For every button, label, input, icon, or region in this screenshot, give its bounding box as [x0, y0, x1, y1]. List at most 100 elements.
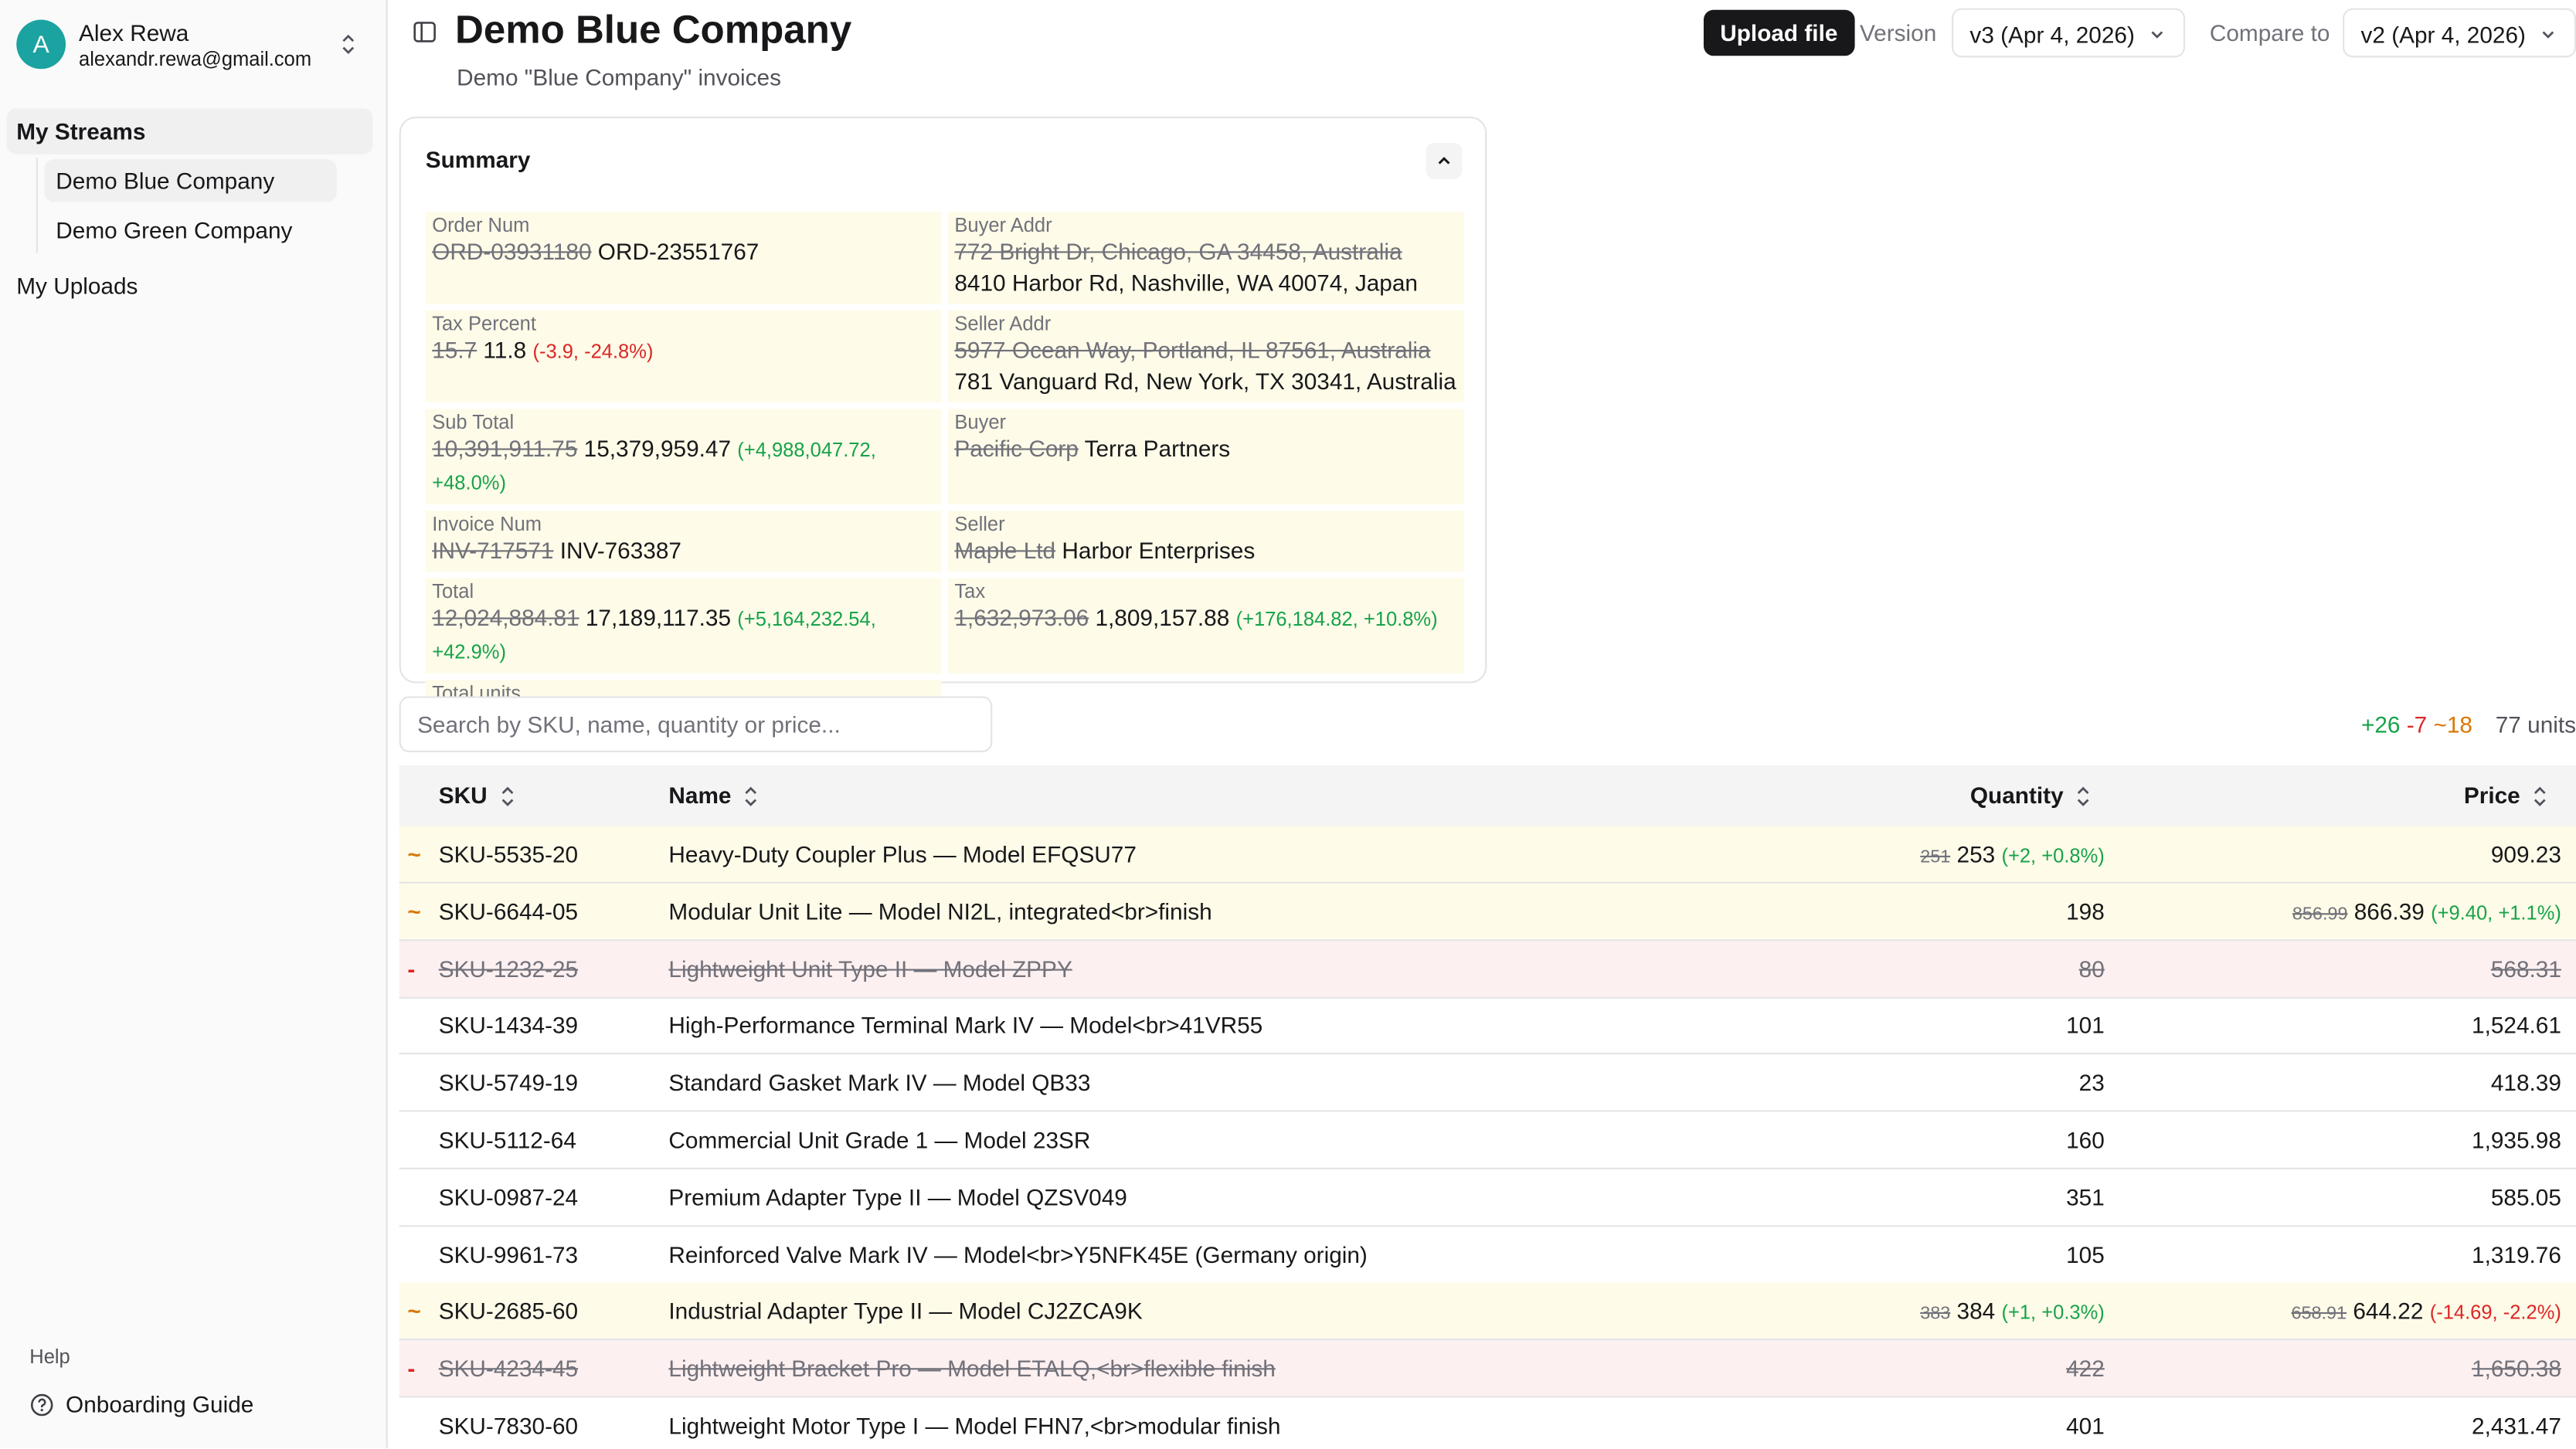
sku-cell: SKU-5749-19: [438, 1069, 579, 1096]
old-value: 383: [1920, 1305, 1951, 1325]
avatar: A: [16, 19, 66, 70]
onboarding-link[interactable]: Onboarding Guide: [66, 1390, 254, 1417]
old-value: 12,024,884.81: [432, 604, 579, 631]
column-header[interactable]: Quantity: [1970, 765, 2093, 826]
chevron: [2147, 25, 2167, 45]
delta: (+4,988,047.72, +48.0%): [432, 438, 876, 495]
sort-icon: [741, 784, 761, 807]
old-value: 658.91: [2291, 1305, 2347, 1325]
new-value: INV-763387: [559, 537, 681, 564]
value: 909.23: [2490, 840, 2561, 867]
name-cell: Commercial Unit Grade 1 — Model 23SR: [668, 1126, 1091, 1153]
summary-field: Total 12,024,884.81 17,189,117.35 (+5,164…: [425, 578, 942, 674]
price-cell: 585.05: [2491, 1169, 2561, 1224]
old-value: 1,632,973.06: [954, 604, 1089, 631]
summary-card: Summary Order Num ORD-03931180 ORD-2355176…: [399, 116, 1487, 743]
value: 101: [2066, 1012, 2105, 1039]
quantity-cell: 80: [2079, 941, 2105, 996]
compare-select[interactable]: v2 (Apr 4, 2026): [2343, 8, 2576, 58]
name-cell: Premium Adapter Type II — Model QZSV049: [668, 1183, 1127, 1210]
search-input[interactable]: [399, 696, 993, 752]
new-value: 644.22: [2353, 1298, 2424, 1325]
table-row: ~ SKU-2685-60 Industrial Adapter Type II —…: [399, 1283, 2576, 1341]
old-value: 772 Bright Dr, Chicago, GA 34458, Austra…: [954, 238, 1402, 265]
new-value: 15,379,959.47: [583, 435, 732, 462]
value: 23: [2078, 1069, 2105, 1096]
column-title: SKU: [438, 782, 488, 809]
status-marker: ~: [407, 898, 421, 925]
value: 1,935.98: [2472, 1126, 2561, 1153]
name-cell: Standard Gasket Mark IV — Model QB33: [668, 1069, 1091, 1096]
streams-heading[interactable]: My Streams: [16, 118, 146, 145]
old-value: 15.7: [432, 336, 477, 363]
changed-count: ~18: [2433, 711, 2472, 738]
help-heading: Help: [29, 1345, 70, 1369]
quantity-cell: 351: [2066, 1169, 2105, 1224]
summary-grid: Order Num ORD-03931180 ORD-23551767 Buyer …: [425, 212, 1464, 743]
field-label: Seller Addr: [954, 311, 1052, 335]
price-cell: 856.99 866.39 (+9.40, +1.1%): [2292, 884, 2561, 943]
summary-field: Buyer Addr 772 Bright Dr, Chicago, GA 344…: [947, 212, 1464, 304]
name-cell: High-Performance Terminal Mark IV — Mode…: [668, 1012, 1263, 1039]
stream-item[interactable]: Demo Green Company: [56, 216, 293, 243]
column-header[interactable]: SKU: [439, 765, 517, 826]
status-marker: ~: [407, 840, 421, 867]
column-title: Price: [2463, 782, 2520, 809]
old-value: 251: [1920, 847, 1951, 867]
price-cell: 1,650.38: [2472, 1340, 2561, 1396]
version-select[interactable]: v3 (Apr 4, 2026): [1952, 8, 2185, 58]
delta: (+1, +0.3%): [2001, 1301, 2105, 1325]
status-marker: -: [407, 955, 416, 982]
price-cell: 1,935.98: [2472, 1112, 2561, 1168]
value: 2,431.47: [2472, 1412, 2561, 1439]
column-header[interactable]: Name: [668, 765, 760, 826]
sku-cell: SKU-4234-45: [438, 1355, 579, 1382]
sidebar-toggle[interactable]: [413, 20, 437, 49]
removed-count: -7: [2406, 711, 2428, 738]
delta: (+5,164,232.54, +42.9%): [432, 607, 876, 664]
price-cell: 568.31: [2491, 941, 2561, 996]
uploads-link[interactable]: My Uploads: [16, 272, 138, 299]
collapse-button[interactable]: [1426, 142, 1463, 179]
table-row: SKU-0987-24 Premium Adapter Type II — Mod…: [399, 1169, 2576, 1227]
old-value: INV-717571: [432, 537, 554, 564]
quantity-cell: 401: [2066, 1397, 2105, 1448]
chevron: [2538, 25, 2558, 45]
table-row: - SKU-1232-25 Lightweight Unit Type II — M…: [399, 940, 2576, 998]
new-value: 11.8: [483, 336, 527, 363]
quantity-cell: 105: [2066, 1226, 2105, 1281]
delta: (+2, +0.8%): [2001, 843, 2105, 867]
summary-field: Seller Maple Ltd Harbor Enterprises: [947, 511, 1464, 572]
value: 1,650.38: [2472, 1355, 2561, 1382]
field-label: Buyer: [954, 410, 1007, 434]
quantity-cell: 251 253 (+2, +0.8%): [1920, 826, 2105, 886]
quantity-cell: 198: [2066, 884, 2105, 939]
delta: (+9.40, +1.1%): [2431, 901, 2561, 925]
name-cell: Industrial Adapter Type II — Model CJ2ZC…: [668, 1298, 1143, 1325]
summary-field: Buyer Pacific Corp Terra Partners: [947, 409, 1464, 504]
name-cell: Lightweight Unit Type II — Model ZPPY: [668, 955, 1072, 982]
new-value: 781 Vanguard Rd, New York, TX 30341, Aus…: [954, 368, 1456, 395]
column-header[interactable]: Price: [2464, 765, 2550, 826]
value: 198: [2066, 898, 2105, 925]
table-header: SKU Name Quantity Price: [399, 765, 2576, 828]
account-switch[interactable]: [338, 33, 359, 61]
field-label: Seller: [954, 512, 1005, 536]
sort-icon: [497, 784, 517, 807]
compare-label: Compare to: [2209, 19, 2330, 46]
summary-field: Tax 1,632,973.06 1,809,157.88 (+176,184.8…: [947, 578, 1464, 674]
delta: (+176,184.82, +10.8%): [1235, 607, 1438, 631]
summary-field: Sub Total 10,391,911.75 15,379,959.47 (+4…: [425, 409, 942, 504]
price-cell: 909.23: [2491, 826, 2561, 882]
summary-field: Order Num ORD-03931180 ORD-23551767: [425, 212, 942, 304]
value: 160: [2066, 1126, 2105, 1153]
name-cell: Lightweight Motor Type I — Model FHN7,<b…: [668, 1412, 1281, 1439]
sku-cell: SKU-0987-24: [438, 1183, 579, 1210]
upload-button[interactable]: Upload file: [1703, 9, 1854, 56]
price-cell: 1,319.76: [2472, 1226, 2561, 1281]
stream-item[interactable]: Demo Blue Company: [56, 167, 275, 194]
summary-title: Summary: [425, 146, 531, 173]
field-label: Sub Total: [432, 410, 515, 434]
